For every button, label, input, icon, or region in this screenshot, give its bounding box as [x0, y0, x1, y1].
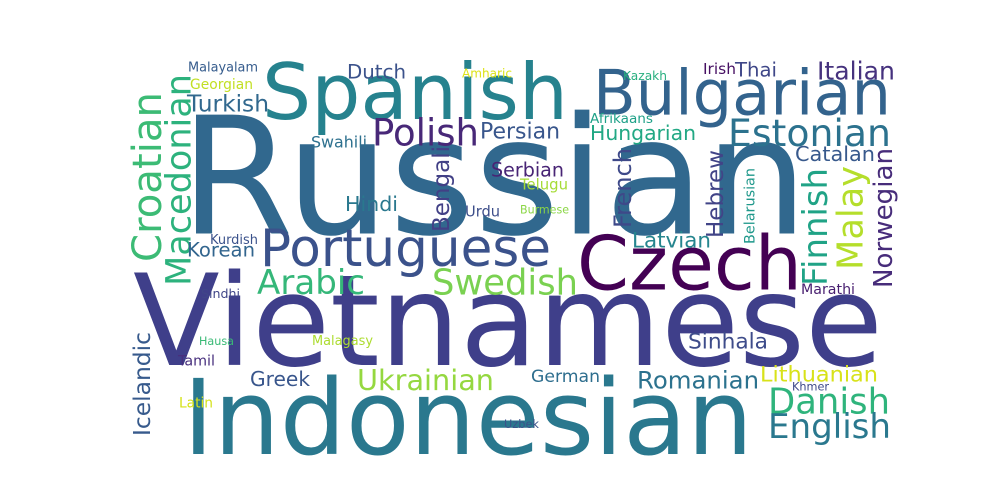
word-thai: Thai	[734, 59, 777, 82]
word-serbian: Serbian	[491, 159, 564, 182]
word-arabic: Arabic	[257, 263, 365, 303]
word-korean: Korean	[187, 239, 255, 262]
word-malagasy: Malagasy	[312, 334, 373, 349]
word-italian: Italian	[817, 57, 895, 86]
word-polish: Polish	[372, 112, 479, 155]
word-portuguese: Portuguese	[260, 219, 551, 279]
word-french: French	[609, 148, 637, 228]
word-sinhala: Sinhala	[688, 330, 768, 355]
word-swedish: Swedish	[432, 263, 578, 304]
word-khmer: Khmer	[792, 381, 829, 394]
word-lithuanian: Lithuanian	[760, 363, 878, 388]
word-sindhi: Sindhi	[201, 286, 240, 301]
word-danish: Danish	[768, 382, 890, 423]
word-georgian: Georgian	[190, 77, 253, 93]
word-greek: Greek	[250, 367, 310, 391]
word-russian: Russian	[180, 84, 808, 273]
word-romanian: Romanian	[637, 366, 759, 395]
word-spanish: Spanish	[262, 48, 568, 138]
word-tamil: Tamil	[177, 354, 215, 370]
word-burmese: Burmese	[520, 204, 569, 217]
word-irish: Irish	[703, 60, 736, 78]
word-malayalam: Malayalam	[188, 61, 258, 76]
word-amharic: Amharic	[462, 67, 512, 81]
word-bengali: Bengali	[429, 146, 455, 232]
word-finnish: Finnish	[796, 168, 835, 286]
word-english: English	[768, 407, 891, 447]
word-kazakh: Kazakh	[623, 69, 667, 83]
word-ukrainian: Ukrainian	[357, 363, 494, 397]
word-indonesian: Indonesian	[183, 357, 753, 479]
word-turkish: Turkish	[186, 91, 269, 118]
word-persian: Persian	[480, 120, 560, 145]
word-latvian: Latvian	[632, 229, 711, 254]
word-urdu: Urdu	[465, 204, 500, 221]
word-afrikaans: Afrikaans	[590, 111, 653, 127]
word-hungarian: Hungarian	[590, 121, 696, 145]
word-catalan: Catalan	[795, 142, 875, 166]
word-belarusian: Belarusian	[743, 168, 759, 244]
word-icelandic: Icelandic	[128, 332, 156, 436]
word-vietnamese: Vietnamese	[133, 247, 883, 395]
word-bulgarian: Bulgarian	[593, 57, 891, 130]
word-norwegian: Norwegian	[869, 148, 899, 288]
word-dutch: Dutch	[347, 61, 406, 84]
word-swahili: Swahili	[311, 133, 367, 152]
word-hebrew: Hebrew	[703, 150, 729, 238]
word-hausa: Hausa	[199, 335, 234, 348]
word-czech: Czech	[577, 221, 802, 308]
word-kurdish: Kurdish	[210, 233, 258, 248]
word-estonian: Estonian	[728, 111, 891, 155]
word-croatian: Croatian	[125, 92, 171, 262]
word-hindi: Hindi	[345, 192, 398, 216]
word-marathi: Marathi	[801, 282, 855, 298]
word-malay: Malay	[831, 166, 872, 270]
word-latin: Latin	[179, 396, 213, 412]
word-telugu: Telugu	[519, 177, 568, 194]
word-macedonian: Macedonian	[159, 74, 200, 286]
word-german: German	[531, 367, 600, 387]
word-uzbek: Uzbek	[504, 417, 539, 431]
